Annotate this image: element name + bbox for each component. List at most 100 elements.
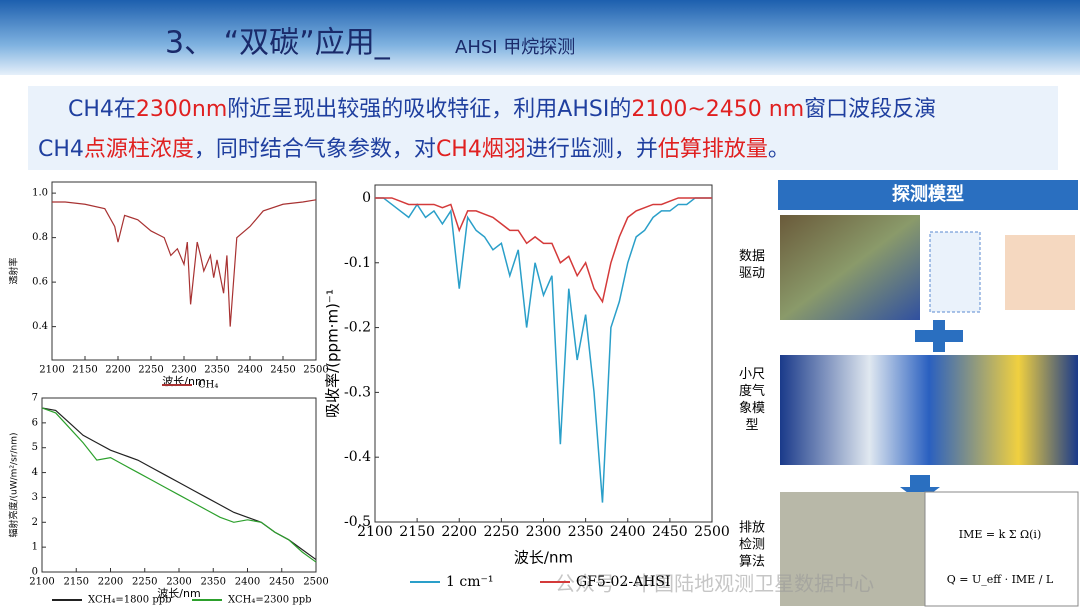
x-tick-label: 2150 (72, 365, 97, 376)
body-segment: 估算排放量 (658, 137, 768, 162)
y-axis-label: 透射率 (8, 257, 20, 284)
y-tick-label: 3 (32, 492, 38, 503)
formula: Q = U_eff · IME / L (947, 573, 1054, 586)
arrow-icon (900, 475, 940, 502)
y-tick-label: -0.3 (344, 384, 371, 400)
y-tick-label: 5 (32, 442, 38, 453)
x-tick-label: 2400 (235, 577, 260, 588)
diagram-label: 象模 (739, 401, 765, 416)
y-tick-label: 4 (32, 467, 38, 478)
diagram-label: 排放 (739, 521, 765, 536)
x-tick-label: 2500 (303, 577, 328, 588)
plus-icon (915, 320, 963, 352)
x-tick-label: 2150 (399, 524, 435, 540)
diagram-label: 驱动 (739, 266, 765, 281)
body-segment: CH4 (38, 137, 84, 162)
y-tick-label: 0.8 (32, 232, 48, 243)
x-tick-label: 2300 (171, 365, 196, 376)
x-tick-label: 2400 (610, 524, 646, 540)
banner (0, 0, 1080, 75)
y-axis-label: 吸收率/(ppm·m)⁻¹ (324, 289, 342, 418)
series-line (375, 197, 712, 304)
legend-label: XCH₄=2300 ppb (228, 595, 312, 606)
y-tick-label: -0.2 (344, 320, 371, 336)
image (1005, 235, 1075, 310)
x-tick-label: 2100 (357, 524, 393, 540)
x-tick-label: 2250 (138, 365, 163, 376)
body-segment: 。 (768, 137, 790, 162)
legend-label: XCH₄=1800 ppb (88, 595, 172, 606)
y-tick-label: 6 (32, 417, 38, 428)
x-tick-label: 2450 (270, 365, 295, 376)
x-axis-label: 波长/nm (157, 587, 200, 600)
body-segment: 窗口波段反演 (804, 97, 936, 122)
x-tick-label: 2400 (237, 365, 262, 376)
diagram-header (778, 180, 1078, 210)
series-line (52, 199, 317, 327)
y-tick-label: 7 (32, 393, 38, 404)
x-tick-label: 2100 (29, 577, 54, 588)
body-segment: 2100~2450 nm (631, 97, 804, 122)
body-segment: CH4在 (68, 97, 136, 122)
image (929, 231, 981, 313)
x-tick-label: 2200 (441, 524, 477, 540)
x-tick-label: 2450 (269, 577, 294, 588)
series-line (41, 407, 317, 563)
y-tick-label: 0.4 (32, 321, 48, 332)
formula: IME = k Σ Ω(i) (959, 528, 1042, 541)
watermark: 公众号 · 中国陆地观测卫星数据中心 (555, 572, 874, 596)
legend-label: CH₄ (198, 380, 218, 391)
x-tick-label: 2300 (526, 524, 562, 540)
y-tick-label: 0.6 (32, 277, 48, 288)
image (780, 492, 925, 606)
body-line: CH4在2300nm附近呈现出较强的吸收特征，利用AHSI的2100~2450 … (68, 97, 936, 122)
series-line (375, 197, 712, 503)
x-tick-label: 2200 (105, 365, 130, 376)
body-segment: 2300nm (136, 97, 227, 122)
diagram-label: 型 (745, 418, 758, 433)
diagram-label: 检测 (739, 538, 765, 553)
x-axis-label: 波长/nm (514, 549, 573, 567)
y-tick-label: -0.1 (344, 255, 371, 271)
body-segment: 进行监测，并 (526, 137, 658, 162)
y-tick-label: 1.0 (32, 188, 48, 199)
diagram-label: 数据 (739, 249, 765, 264)
x-tick-label: 2300 (166, 577, 191, 588)
body-line: CH4点源柱浓度，同时结合气象参数，对CH4烟羽进行监测，并估算排放量。 (38, 137, 790, 162)
subtitle: AHSI 甲烷探测 (455, 37, 575, 58)
x-tick-label: 2350 (201, 577, 226, 588)
diagram-label: 小尺 (739, 367, 765, 382)
y-tick-label: -0.4 (344, 449, 371, 465)
x-tick-label: 2500 (303, 365, 328, 376)
legend-label: GF5-02-AHSI (576, 574, 671, 590)
x-tick-label: 2350 (204, 365, 229, 376)
x-tick-label: 2450 (652, 524, 688, 540)
title: 3、 “双碳”应用_ (165, 26, 391, 61)
image (780, 215, 920, 320)
diagram-title: 探测模型 (892, 183, 964, 205)
x-tick-label: 2200 (98, 577, 123, 588)
body-segment: CH4烟羽 (436, 137, 526, 162)
x-tick-label: 2250 (132, 577, 157, 588)
y-axis-label: 辐射亮度/(uW/m²/sr/nm) (8, 433, 20, 538)
body-segment: ，同时结合气象参数，对 (194, 137, 436, 162)
body-segment: 附近呈现出较强的吸收特征，利用AHSI的 (227, 97, 631, 122)
image (780, 355, 1078, 465)
y-tick-label: 1 (32, 542, 38, 553)
y-tick-label: 2 (32, 517, 38, 528)
y-tick-label: 0 (362, 190, 371, 206)
diagram-label: 度气 (739, 383, 765, 399)
y-tick-label: -0.5 (344, 514, 371, 530)
text-box (28, 86, 1058, 170)
diagram-label: 算法 (739, 555, 765, 570)
body-segment: 点源柱浓度 (84, 137, 194, 162)
x-tick-label: 2100 (39, 365, 64, 376)
formula-box (924, 491, 1079, 607)
legend-label: 1 cm⁻¹ (446, 574, 493, 590)
y-tick-label: 0 (32, 567, 38, 578)
x-tick-label: 2150 (64, 577, 89, 588)
x-tick-label: 2500 (694, 524, 730, 540)
x-tick-label: 2250 (484, 524, 520, 540)
x-tick-label: 2350 (568, 524, 604, 540)
